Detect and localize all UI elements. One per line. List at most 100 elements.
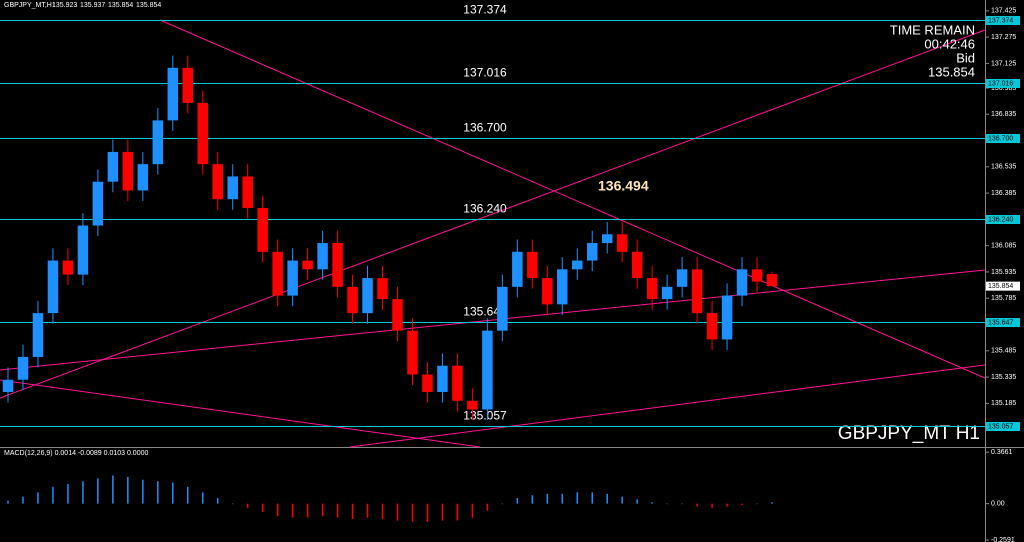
candle-body xyxy=(347,286,358,314)
candle-body xyxy=(527,251,538,279)
trend-line xyxy=(159,19,986,379)
candle-body xyxy=(631,251,643,279)
macd-bar xyxy=(561,493,564,504)
macd-bar xyxy=(636,499,638,504)
symbol-label: GBPJPY_MT H1 xyxy=(838,423,980,444)
macd-bar xyxy=(771,502,773,504)
candle-body xyxy=(137,164,149,191)
macd-bar xyxy=(142,479,144,504)
candle-body xyxy=(557,269,568,305)
candle-body xyxy=(377,278,388,300)
y-tick-label: 136.385 xyxy=(991,190,1016,197)
macd-bar xyxy=(591,492,593,504)
candle-body xyxy=(601,234,613,244)
time-remain: 00:42:46 xyxy=(924,36,975,51)
candle-body xyxy=(422,374,433,392)
macd-bar xyxy=(127,476,129,504)
level-axis-box xyxy=(986,134,1020,143)
candle-body xyxy=(661,286,673,300)
candle-body xyxy=(317,243,328,270)
macd-bar xyxy=(187,486,189,504)
macd-bar xyxy=(381,503,384,520)
macd-bar xyxy=(576,492,579,504)
macd-bar xyxy=(366,503,369,518)
level-label: 136.240 xyxy=(463,202,507,216)
level-axis-label: 135.057 xyxy=(988,423,1013,430)
macd-bar xyxy=(666,503,668,505)
candle-body xyxy=(107,151,119,182)
candle-body xyxy=(616,234,628,252)
candle-body xyxy=(92,181,104,226)
y-tick-label: 136.835 xyxy=(991,111,1016,118)
macd-bar xyxy=(306,503,309,518)
level-axis-box xyxy=(986,215,1020,224)
macd-bar xyxy=(276,503,279,517)
macd-bar xyxy=(261,503,264,513)
y-tick-label: 135.185 xyxy=(991,400,1016,407)
macd-bar xyxy=(516,498,519,504)
macd-bar xyxy=(411,503,414,522)
macd-tick-label: 0.00 xyxy=(991,500,1005,507)
bid-label: Bid xyxy=(956,50,975,65)
macd-bar xyxy=(696,503,698,507)
macd-bar xyxy=(97,478,99,504)
candle-body xyxy=(272,251,283,296)
macd-bar xyxy=(426,503,429,522)
level-axis-label: 135.647 xyxy=(988,319,1013,326)
macd-bar xyxy=(291,503,294,518)
time-remain-label: TIME REMAIN xyxy=(890,22,975,37)
candle-body xyxy=(47,260,59,314)
candle-body xyxy=(62,260,74,275)
macd-bar xyxy=(216,498,219,504)
level-axis-label: 136.700 xyxy=(988,135,1013,142)
candle-body xyxy=(572,260,583,270)
level-axis-label: 137.374 xyxy=(988,17,1013,24)
header-value: 135.937 xyxy=(80,2,105,9)
chart-title: GBPJPY_MT,H1 xyxy=(4,2,56,9)
level-axis-box xyxy=(986,318,1020,327)
candle-body xyxy=(452,365,463,401)
macd-tick-label: -0.2591 xyxy=(991,537,1015,542)
candle-body xyxy=(392,299,403,331)
y-tick-label: 136.535 xyxy=(991,164,1016,171)
candle-body xyxy=(362,278,373,314)
candle-body xyxy=(512,251,523,287)
bid-axis-label: 135.854 xyxy=(988,283,1013,290)
candle-body xyxy=(706,313,718,340)
candle-body xyxy=(122,151,134,191)
y-tick-label: 137.125 xyxy=(991,60,1016,67)
macd-bar xyxy=(351,503,354,520)
macd-bar xyxy=(531,495,534,504)
macd-bar xyxy=(621,496,623,504)
y-tick-label: 136.985 xyxy=(991,85,1016,92)
candle-body xyxy=(646,278,658,300)
level-axis-label: 136.240 xyxy=(988,216,1013,223)
candle-body xyxy=(497,286,508,331)
bid-axis-box xyxy=(986,281,1020,291)
macd-bar xyxy=(246,503,249,508)
trend-line xyxy=(349,364,986,448)
bid-value: 135.854 xyxy=(928,64,975,79)
candle-body xyxy=(332,243,343,287)
candle-body xyxy=(182,67,194,103)
candle-body xyxy=(751,269,763,282)
macd-bar xyxy=(546,493,549,504)
macd-bar xyxy=(336,503,339,518)
candle-body xyxy=(437,365,448,392)
macd-bar xyxy=(501,503,504,505)
level-axis-box xyxy=(986,16,1020,25)
candle-body xyxy=(32,313,44,357)
macd-bar xyxy=(681,503,683,505)
header-value: 135.854 xyxy=(136,2,161,9)
candle-body xyxy=(257,207,268,252)
candle-body xyxy=(287,260,298,296)
candle-body xyxy=(302,260,313,270)
macd-bar xyxy=(52,486,54,504)
macd-bar xyxy=(396,503,399,521)
macd-bar xyxy=(606,493,608,504)
macd-bar xyxy=(486,503,489,511)
y-tick-label: 135.935 xyxy=(991,269,1016,276)
level-axis-box xyxy=(986,79,1020,88)
